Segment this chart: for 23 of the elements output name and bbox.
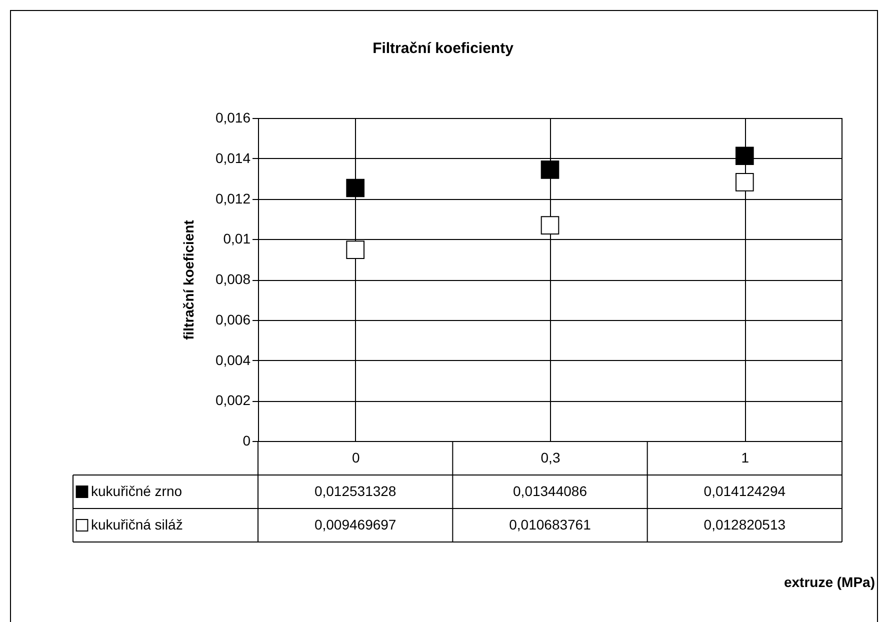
y-tick-label: 0,012 <box>215 190 251 206</box>
y-tick-label: 0,016 <box>215 110 251 126</box>
data-label: 0,012820513 <box>704 516 786 532</box>
x-tick-label: 1 <box>741 450 750 466</box>
y-tick-label: 0,006 <box>215 311 251 328</box>
data-label: 0,009469697 <box>314 516 396 532</box>
x-tick-label: 0 <box>352 450 360 466</box>
data-label: 0,01344086 <box>513 482 588 499</box>
y-tick-label: 0,002 <box>215 392 251 408</box>
x-tick-label: 0,3 <box>540 450 560 466</box>
legend-label: kukuřičné zrno <box>91 482 182 499</box>
legend-label: kukuřičná siláž <box>91 516 183 532</box>
data-label: 0,012531328 <box>314 482 396 499</box>
y-axis-title: filtrační koeficient <box>180 220 196 340</box>
data-label: 0,014124294 <box>704 482 786 499</box>
y-tick-label: 0,008 <box>215 271 251 287</box>
y-tick-label: 0,01 <box>223 230 251 247</box>
y-tick-label: 0,004 <box>215 352 251 368</box>
y-tick-label: 0 <box>242 432 251 448</box>
data-label: 0,010683761 <box>509 516 592 532</box>
y-tick-label: 0,014 <box>215 150 251 166</box>
text: extruze (MPa) <box>784 574 875 590</box>
chart-title: Filtrační koeficienty <box>372 40 514 57</box>
